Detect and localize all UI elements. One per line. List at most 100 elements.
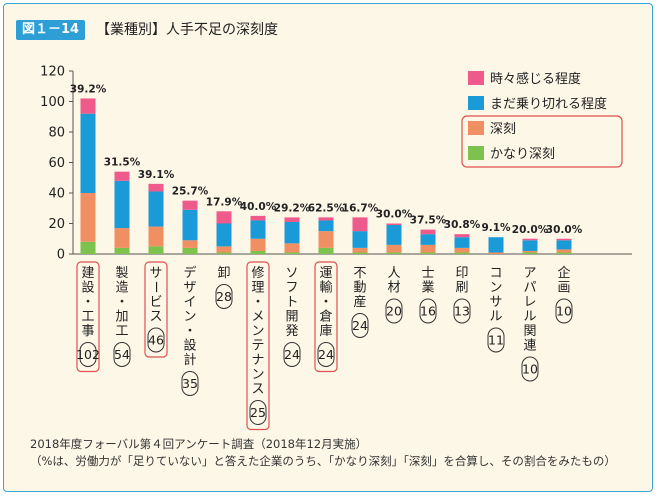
count-pill <box>215 284 233 309</box>
bars <box>80 98 572 254</box>
bar-segment <box>386 225 402 245</box>
y-tick-label: 100 <box>40 95 65 110</box>
category-count: 25 <box>250 405 266 420</box>
percent-label: 20.0% <box>512 224 549 236</box>
bar-segment <box>284 252 300 254</box>
category-label-char: テ <box>251 339 264 354</box>
percent-label: 16.7% <box>342 202 379 214</box>
bar-segment <box>250 220 266 239</box>
highlight-box <box>76 261 100 373</box>
y-tick-label: 60 <box>48 156 65 171</box>
bar-segment <box>522 250 538 253</box>
bar-segment <box>114 171 130 181</box>
category-label-char: 関 <box>523 324 536 339</box>
y-tick-label: 80 <box>48 126 65 141</box>
category-label-char: パ <box>523 281 536 296</box>
y-tick-label: 40 <box>48 187 65 202</box>
category-label-char: 工 <box>115 324 128 339</box>
bar-segment <box>284 243 300 253</box>
category-label-char: 工 <box>81 310 94 325</box>
category-label-char: 計 <box>183 352 196 368</box>
category-label-char: 産 <box>353 294 366 310</box>
category-label-char: イ <box>183 295 196 310</box>
bar-segment <box>488 237 504 253</box>
y-tick-label: 0 <box>57 248 65 263</box>
legend-label: 深刻 <box>490 122 516 137</box>
bar-segment <box>182 247 198 254</box>
category-label-char: ア <box>523 266 536 281</box>
category-label-char: ・ <box>81 295 94 310</box>
percent-label: 25.7% <box>172 186 209 198</box>
category-label-char: 設 <box>81 280 94 296</box>
count-pill <box>385 298 403 324</box>
bar-segment <box>556 252 572 254</box>
bar-segment <box>148 183 164 192</box>
category-label-char: 人 <box>387 266 400 281</box>
bar-segment <box>182 200 198 210</box>
category-label-char: 刷 <box>455 281 468 296</box>
bar-segment <box>318 217 334 221</box>
legend-swatch <box>468 121 484 135</box>
bar-segment <box>352 252 368 254</box>
count-pill <box>487 327 505 353</box>
stacked-bar-chart: 0 20 40 60 80 100 120 39.2% 31.5%39.1% 25.7%17.9… <box>40 65 632 431</box>
count-pill <box>555 298 573 324</box>
category-label-char: 事 <box>81 324 94 339</box>
y-axis: 0 20 40 60 80 100 120 <box>40 65 632 263</box>
bar-segment <box>420 252 436 254</box>
count-pill <box>283 342 301 367</box>
bar-segment <box>454 252 470 254</box>
percent-label: 39.1% <box>138 169 175 181</box>
category-label-char: 加 <box>115 310 128 325</box>
bar-segment <box>352 247 368 253</box>
count-pill <box>317 342 335 367</box>
category-count: 24 <box>284 347 300 362</box>
figure-frame: 図１－14 【業種別】人手不足の深刻度 0 20 40 60 80 100 120 39.2… <box>3 3 653 492</box>
legend-swatch <box>468 96 484 110</box>
bar-segment <box>284 221 300 244</box>
category-label-char: ・ <box>319 295 332 310</box>
category-count: 28 <box>216 289 232 304</box>
bar-segment <box>80 241 96 254</box>
bar-segment <box>80 98 96 114</box>
bar-segment <box>80 113 96 193</box>
category-label-char: 理 <box>251 281 264 296</box>
category-label-char: 製 <box>115 266 128 281</box>
percent-label: 39.2% <box>70 83 107 95</box>
highlight-box <box>246 261 270 431</box>
category-count: 24 <box>352 318 368 333</box>
percent-label: 37.5% <box>410 215 447 227</box>
bar-segment <box>352 231 368 248</box>
category-label-char: フ <box>285 281 298 296</box>
category-label-char: ン <box>489 281 502 296</box>
footnote-note: （%は、労働力が「足りていない」と答えた企業のうち、「かなり深刻」「深刻」を合算… <box>30 454 616 468</box>
legend-swatch <box>468 146 484 160</box>
category-label-char: 建 <box>81 266 94 281</box>
count-pill <box>249 400 267 425</box>
legend-label: まだ乗り切れる程度 <box>490 96 607 112</box>
count-pill <box>181 371 199 396</box>
bar-segment <box>352 217 368 232</box>
bar-segment <box>182 240 198 248</box>
bar-segment <box>386 252 402 254</box>
chart-title: 【業種別】人手不足の深刻度 <box>96 22 278 38</box>
category-count: 10 <box>522 362 538 377</box>
category-label-char: 庫 <box>319 324 332 339</box>
bar-segment <box>80 193 96 242</box>
category-label-char: ン <box>183 310 196 325</box>
category-label-char: サ <box>489 295 502 310</box>
count-pill <box>419 298 437 324</box>
bar-segment <box>556 238 572 241</box>
category-label-char: ン <box>251 368 264 383</box>
category-label-char: ・ <box>115 295 128 310</box>
bar-segment <box>386 223 402 226</box>
percent-label: 9.1% <box>481 222 511 234</box>
category-label-char: 輸 <box>319 281 332 296</box>
category-label-char: 設 <box>183 338 196 354</box>
category-count: 20 <box>386 304 402 319</box>
bar-segment <box>318 231 334 248</box>
percent-label: 62.5% <box>308 202 345 214</box>
category-count: 102 <box>76 347 100 362</box>
category-label-char: 運 <box>319 266 332 281</box>
